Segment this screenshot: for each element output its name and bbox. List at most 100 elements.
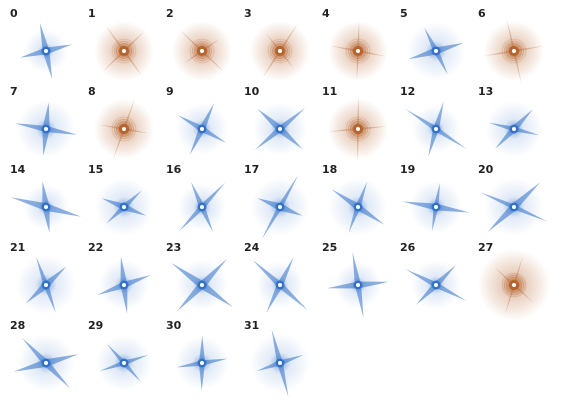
center	[278, 49, 282, 53]
center	[122, 361, 126, 365]
ring	[345, 38, 371, 64]
ring	[191, 40, 213, 62]
panel-label: 7	[10, 85, 18, 98]
center	[44, 127, 48, 131]
center	[356, 127, 360, 131]
panel-label: 31	[244, 319, 259, 332]
panel-label: 12	[400, 85, 415, 98]
panel-label: 10	[244, 85, 260, 98]
center	[200, 283, 204, 287]
ring	[115, 42, 132, 59]
ring	[347, 40, 369, 62]
ring	[350, 42, 367, 59]
center	[122, 49, 126, 53]
center	[278, 205, 282, 209]
thumbnail: 25	[322, 241, 389, 318]
thumbnail: 16	[166, 163, 226, 232]
thumbnail: 4	[322, 7, 388, 81]
center	[434, 205, 438, 209]
center	[434, 127, 438, 131]
thumbnail: 6	[478, 7, 544, 84]
center	[512, 49, 516, 53]
panel-label: 30	[166, 319, 182, 332]
center	[356, 49, 360, 53]
panel-label: 14	[10, 163, 26, 176]
ring	[118, 123, 130, 135]
panel-label: 25	[322, 241, 337, 254]
panel-label: 23	[166, 241, 181, 254]
center	[200, 49, 204, 53]
ring	[267, 38, 293, 64]
ring	[272, 42, 289, 59]
ring	[118, 45, 130, 57]
thumbnail: 23	[166, 241, 233, 312]
center	[200, 127, 204, 131]
panel-label: 28	[10, 319, 25, 332]
panel-label: 20	[478, 163, 494, 176]
thumbnail: 9	[166, 85, 229, 156]
thumbnail: 30	[166, 319, 229, 391]
center	[44, 49, 48, 53]
thumbnail: 24	[244, 241, 308, 313]
center	[512, 205, 516, 209]
thumbnail: 17	[244, 163, 310, 240]
ring	[508, 45, 520, 57]
thumbnail: 2	[166, 7, 232, 81]
ring	[506, 277, 523, 294]
thumbnail: 14	[10, 163, 82, 233]
thumbnail: 29	[88, 319, 152, 391]
thumbnail: 13	[478, 85, 543, 158]
ring	[274, 45, 286, 57]
ring	[506, 42, 523, 59]
center	[200, 361, 204, 365]
center	[356, 205, 360, 209]
panel-label: 19	[400, 163, 415, 176]
ring	[352, 45, 364, 57]
ring	[196, 45, 208, 57]
center	[200, 205, 204, 209]
center	[122, 127, 126, 131]
ring	[501, 38, 527, 64]
ring	[113, 40, 135, 62]
panel-label: 4	[322, 7, 330, 20]
ring	[189, 38, 215, 64]
ring	[269, 40, 291, 62]
panel-label: 21	[10, 241, 25, 254]
thumbnail: 28	[10, 319, 79, 392]
center	[278, 361, 282, 365]
center	[44, 283, 48, 287]
panel-label: 5	[400, 7, 408, 20]
thumbnail: 5	[400, 7, 466, 81]
ring	[501, 272, 527, 298]
panel-label: 3	[244, 7, 252, 20]
panel-label: 1	[88, 7, 96, 20]
thumbnail: 22	[88, 241, 152, 314]
panel-label: 15	[88, 163, 103, 176]
panel-label: 2	[166, 7, 174, 20]
panel-label: 26	[400, 241, 416, 254]
ring	[508, 279, 520, 291]
ring	[347, 118, 369, 140]
center	[44, 205, 48, 209]
thumbnail: 18	[322, 163, 388, 237]
thumbnail: 10	[244, 85, 307, 156]
panel-label: 9	[166, 85, 174, 98]
thumbnail: 31	[244, 319, 310, 397]
thumbnail: 19	[400, 163, 470, 234]
center	[512, 127, 516, 131]
ring	[350, 120, 367, 137]
center	[356, 283, 360, 287]
thumbnail: 12	[400, 85, 467, 157]
ring	[345, 116, 371, 142]
ring	[115, 120, 132, 137]
thumbnail: 3	[244, 7, 310, 81]
center	[434, 283, 438, 287]
center	[512, 283, 516, 287]
ring	[503, 274, 525, 296]
center	[278, 127, 282, 131]
thumbnail: 7	[10, 85, 78, 159]
ring	[111, 116, 137, 142]
panel-label: 18	[322, 163, 337, 176]
ring	[194, 42, 211, 59]
thumbnail: 27	[478, 241, 550, 321]
